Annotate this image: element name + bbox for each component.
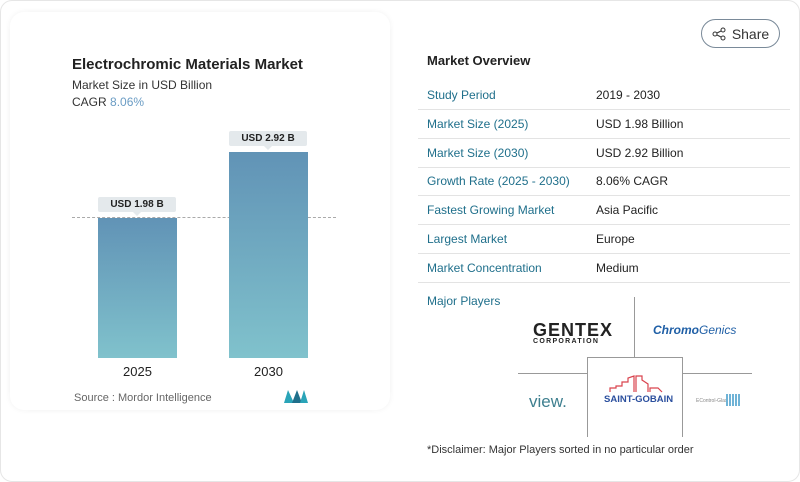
chart-title: Electrochromic Materials Market (72, 56, 303, 73)
logo-saint-gobain: SAINT-GOBAIN (604, 394, 674, 405)
reference-line (72, 217, 336, 218)
disclaimer: *Disclaimer: Major Players sorted in no … (427, 444, 694, 456)
logo-view: view. (529, 392, 567, 411)
row-label: Study Period (427, 88, 496, 102)
divider (682, 373, 752, 374)
row-label: Market Concentration (427, 260, 542, 275)
logo-chromogenics: ChromoGenics (653, 323, 737, 337)
row-value: 2019 - 2030 (596, 88, 661, 102)
chart-card (10, 12, 390, 410)
divider (518, 373, 587, 374)
bar-2030 (229, 151, 308, 358)
row-value: Medium (596, 260, 639, 275)
source: Source : Mordor Intelligence (74, 392, 212, 404)
row-value: Europe (596, 232, 635, 246)
overview-row: Study Period 2019 - 2030 (418, 81, 790, 110)
row-label: Growth Rate (2025 - 2030) (427, 174, 570, 189)
overview-row: Fastest Growing Market Asia Pacific (418, 196, 790, 226)
data-label: USD 1.98 B (98, 197, 176, 217)
bar-2025 (98, 218, 177, 358)
row-value: 8.06% CAGR (596, 174, 669, 189)
overview-row: Market Size (2030) USD 2.92 Billion (418, 139, 790, 168)
share-button[interactable]: Share (701, 19, 780, 48)
row-value: Asia Pacific (596, 203, 659, 218)
logo-gentex: GENTEX CORPORATION (533, 320, 614, 345)
overview-row: Largest Market Europe (418, 225, 790, 254)
row-label: Largest Market (427, 232, 508, 246)
mordor-logo-icon (284, 390, 308, 403)
row-label: Fastest Growing Market (427, 203, 555, 218)
row-value: USD 2.92 Billion (596, 145, 684, 160)
cagr-label: CAGR (72, 95, 107, 109)
overview-row: Market Size (2025) USD 1.98 Billion (418, 110, 790, 139)
row-label: Market Size (2030) (427, 145, 529, 160)
overview-row: Market Concentration Medium (418, 254, 790, 283)
share-icon (712, 27, 726, 40)
overview-row: Growth Rate (2025 - 2030) 8.06% CAGR (418, 167, 790, 197)
divider (634, 297, 635, 357)
econtrol-icon (726, 394, 740, 406)
row-value: USD 1.98 Billion (596, 116, 684, 131)
x-tick-label: 2025 (123, 364, 152, 379)
cagr: CAGR 8.06% (72, 95, 144, 109)
overview-title: Market Overview (427, 53, 531, 68)
saint-gobain-building-icon (609, 375, 663, 393)
cagr-value: 8.06% (110, 95, 145, 109)
logo-box (587, 357, 683, 437)
data-label: USD 2.92 B (229, 130, 307, 150)
share-label: Share (731, 25, 770, 42)
logo-econtrol: EControl-Glas (696, 398, 728, 404)
x-tick-label: 2030 (254, 364, 283, 379)
row-label: Market Size (2025) (427, 116, 529, 131)
major-players-title: Major Players (427, 294, 501, 308)
chart-subtitle: Market Size in USD Billion (72, 78, 213, 92)
